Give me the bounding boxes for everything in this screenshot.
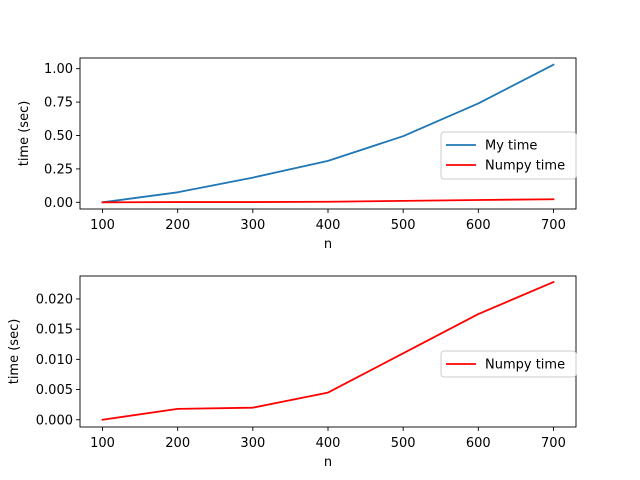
series-line-numpy-time <box>101 280 555 421</box>
legend-label: Numpy time <box>485 358 565 373</box>
x-tick-label: 500 <box>391 436 416 451</box>
y-tick-label: 0.000 <box>36 413 73 428</box>
legend-label: Numpy time <box>485 159 565 174</box>
x-tick-label: 300 <box>240 218 265 233</box>
y-tick-label: 0.25 <box>44 162 73 177</box>
x-tick-label: 100 <box>90 436 115 451</box>
y-tick-label: 0.020 <box>36 292 73 307</box>
x-tick-label: 200 <box>165 218 190 233</box>
legend-label: My time <box>485 139 537 154</box>
y-tick-label: 1.00 <box>44 62 73 77</box>
x-axis-label: n <box>324 237 332 252</box>
legend: My time Numpy time <box>440 131 577 180</box>
series-line-numpy-time <box>101 198 555 204</box>
y-tick-label: 0.010 <box>36 353 73 368</box>
x-tick-label: 100 <box>90 218 115 233</box>
x-tick-label: 700 <box>541 218 566 233</box>
legend-box <box>440 350 577 378</box>
y-tick-label: 0.00 <box>44 196 73 211</box>
x-tick-label: 700 <box>541 436 566 451</box>
x-tick-label: 500 <box>391 218 416 233</box>
x-tick-label: 200 <box>165 436 190 451</box>
x-tick-label: 400 <box>316 436 341 451</box>
y-tick-label: 0.50 <box>44 129 73 144</box>
x-tick-label: 400 <box>316 218 341 233</box>
y-axis-label: time (sec) <box>7 319 22 385</box>
legend-box <box>440 131 577 180</box>
series-line-my-time <box>101 63 555 204</box>
y-tick-label: 0.75 <box>44 96 73 111</box>
bottom-subplot: 100 200 300 400 500 600 700 0.000 0.005 0.010 0.01… <box>7 275 577 470</box>
y-axis-label: time (sec) <box>17 101 32 167</box>
top-subplot: 100 200 300 400 500 600 700 0.00 0.25 0.50 0.75 1.0… <box>17 57 577 252</box>
x-axis-label: n <box>324 455 332 470</box>
y-tick-label: 0.015 <box>36 323 73 338</box>
legend: Numpy time <box>440 350 577 378</box>
x-tick-label: 300 <box>240 436 265 451</box>
y-tick-label: 0.005 <box>36 383 73 398</box>
x-tick-label: 600 <box>466 436 491 451</box>
x-tick-label: 600 <box>466 218 491 233</box>
